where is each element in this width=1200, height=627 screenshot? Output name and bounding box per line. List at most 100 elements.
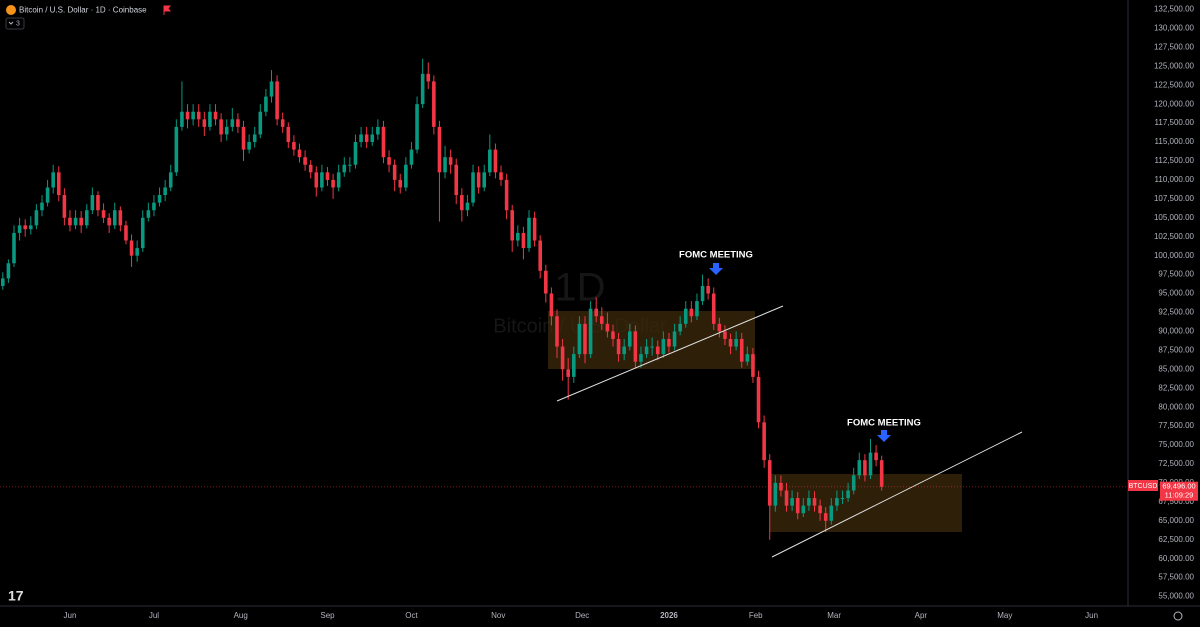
indicator-toggle[interactable] bbox=[5, 17, 25, 30]
candle-body bbox=[292, 142, 296, 150]
candle-body bbox=[683, 308, 688, 324]
range-box bbox=[770, 474, 962, 532]
candle-body bbox=[835, 498, 839, 506]
x-tick-label: Jun bbox=[1085, 611, 1098, 620]
flag-icon[interactable] bbox=[163, 5, 172, 15]
candle-body bbox=[140, 217, 145, 249]
candle-body bbox=[739, 338, 744, 362]
candle-body bbox=[28, 225, 33, 230]
candle-body bbox=[185, 111, 190, 120]
candle-body bbox=[308, 164, 313, 173]
candle-body bbox=[118, 210, 123, 226]
candle-body bbox=[258, 111, 263, 135]
candle-body bbox=[415, 104, 419, 150]
candle-body bbox=[180, 111, 184, 127]
candle-body bbox=[364, 134, 369, 143]
y-tick-label: 125,000.00 bbox=[1154, 61, 1195, 70]
candle-body bbox=[661, 338, 666, 355]
candle-body bbox=[101, 210, 106, 218]
chevron bbox=[8, 21, 14, 25]
candle-body bbox=[12, 232, 16, 264]
candle-body bbox=[499, 172, 503, 180]
candle-body bbox=[639, 354, 643, 362]
y-tick-label: 132,500.00 bbox=[1154, 5, 1195, 14]
x-tick-label: Feb bbox=[749, 611, 763, 620]
candle-body bbox=[588, 308, 593, 355]
candle-body bbox=[644, 346, 649, 355]
candle-body bbox=[538, 240, 542, 271]
y-tick-label: 127,500.00 bbox=[1154, 42, 1195, 51]
candle-body bbox=[202, 119, 207, 127]
candle-body bbox=[157, 195, 162, 203]
candle-body bbox=[700, 285, 705, 302]
candle-body bbox=[208, 111, 212, 127]
candle-body bbox=[476, 172, 481, 188]
candle-body bbox=[23, 225, 27, 230]
candle-body bbox=[275, 81, 279, 120]
candle-body bbox=[706, 285, 710, 294]
watermark-interval: 1D bbox=[554, 266, 605, 310]
candle-body bbox=[471, 172, 475, 203]
candle-body bbox=[807, 498, 811, 506]
candle-body bbox=[622, 346, 626, 355]
candle-body bbox=[577, 323, 582, 355]
candle-body bbox=[213, 111, 218, 120]
candle-body bbox=[174, 126, 179, 173]
candle-body bbox=[370, 134, 375, 143]
candle-body bbox=[437, 126, 442, 173]
candle-body bbox=[56, 172, 61, 196]
candle-body bbox=[168, 172, 173, 188]
candle-body bbox=[124, 225, 128, 241]
candle-body bbox=[79, 217, 83, 226]
candle-body bbox=[751, 354, 755, 377]
last-price-label: 69,496.00 bbox=[1162, 482, 1195, 491]
y-tick-label: 62,500.00 bbox=[1158, 535, 1194, 544]
candle-body bbox=[68, 217, 72, 226]
candle-body bbox=[762, 422, 766, 461]
candle-body bbox=[745, 354, 750, 362]
x-tick-label: Mar bbox=[827, 611, 841, 620]
candle-body bbox=[851, 475, 856, 491]
candle-body bbox=[426, 73, 431, 82]
y-tick-label: 82,500.00 bbox=[1158, 383, 1194, 392]
candle-body bbox=[857, 460, 862, 476]
candle-body bbox=[516, 232, 520, 241]
candle-body bbox=[605, 323, 610, 332]
candle-body bbox=[482, 172, 487, 188]
candle-body bbox=[163, 187, 167, 196]
candle-body bbox=[73, 217, 78, 226]
candle-body bbox=[728, 338, 733, 347]
last-price-box bbox=[1160, 481, 1198, 501]
candle-body bbox=[863, 460, 867, 476]
candle-body bbox=[112, 210, 117, 226]
candle-body bbox=[392, 164, 397, 180]
candle-body bbox=[398, 179, 403, 188]
candle-body bbox=[353, 142, 358, 165]
candle-body bbox=[191, 111, 195, 120]
candle-body bbox=[549, 293, 554, 317]
candle-body bbox=[812, 498, 817, 506]
candle-body bbox=[264, 96, 268, 112]
symbol-tag-text: BTCUSD bbox=[1129, 483, 1158, 490]
candle-body bbox=[460, 195, 464, 211]
candle-body bbox=[544, 270, 548, 294]
candle-body bbox=[734, 338, 738, 347]
candle-body bbox=[247, 142, 251, 150]
x-tick-label: May bbox=[997, 611, 1012, 620]
y-tick-label: 80,000.00 bbox=[1158, 402, 1194, 411]
y-tick-label: 57,500.00 bbox=[1158, 573, 1194, 582]
candle-body bbox=[286, 126, 291, 143]
logo[interactable]: 17 bbox=[8, 588, 24, 604]
candle-body bbox=[359, 134, 363, 143]
settings-icon[interactable] bbox=[1173, 611, 1183, 621]
candle-body bbox=[594, 308, 598, 317]
candle-body bbox=[767, 460, 772, 506]
candle-body bbox=[34, 210, 39, 226]
candle-body bbox=[129, 240, 134, 256]
candle-body bbox=[146, 210, 151, 218]
annotation: FOMC MEETING bbox=[679, 250, 753, 261]
candle-body bbox=[224, 126, 229, 135]
trend-line bbox=[556, 305, 784, 402]
